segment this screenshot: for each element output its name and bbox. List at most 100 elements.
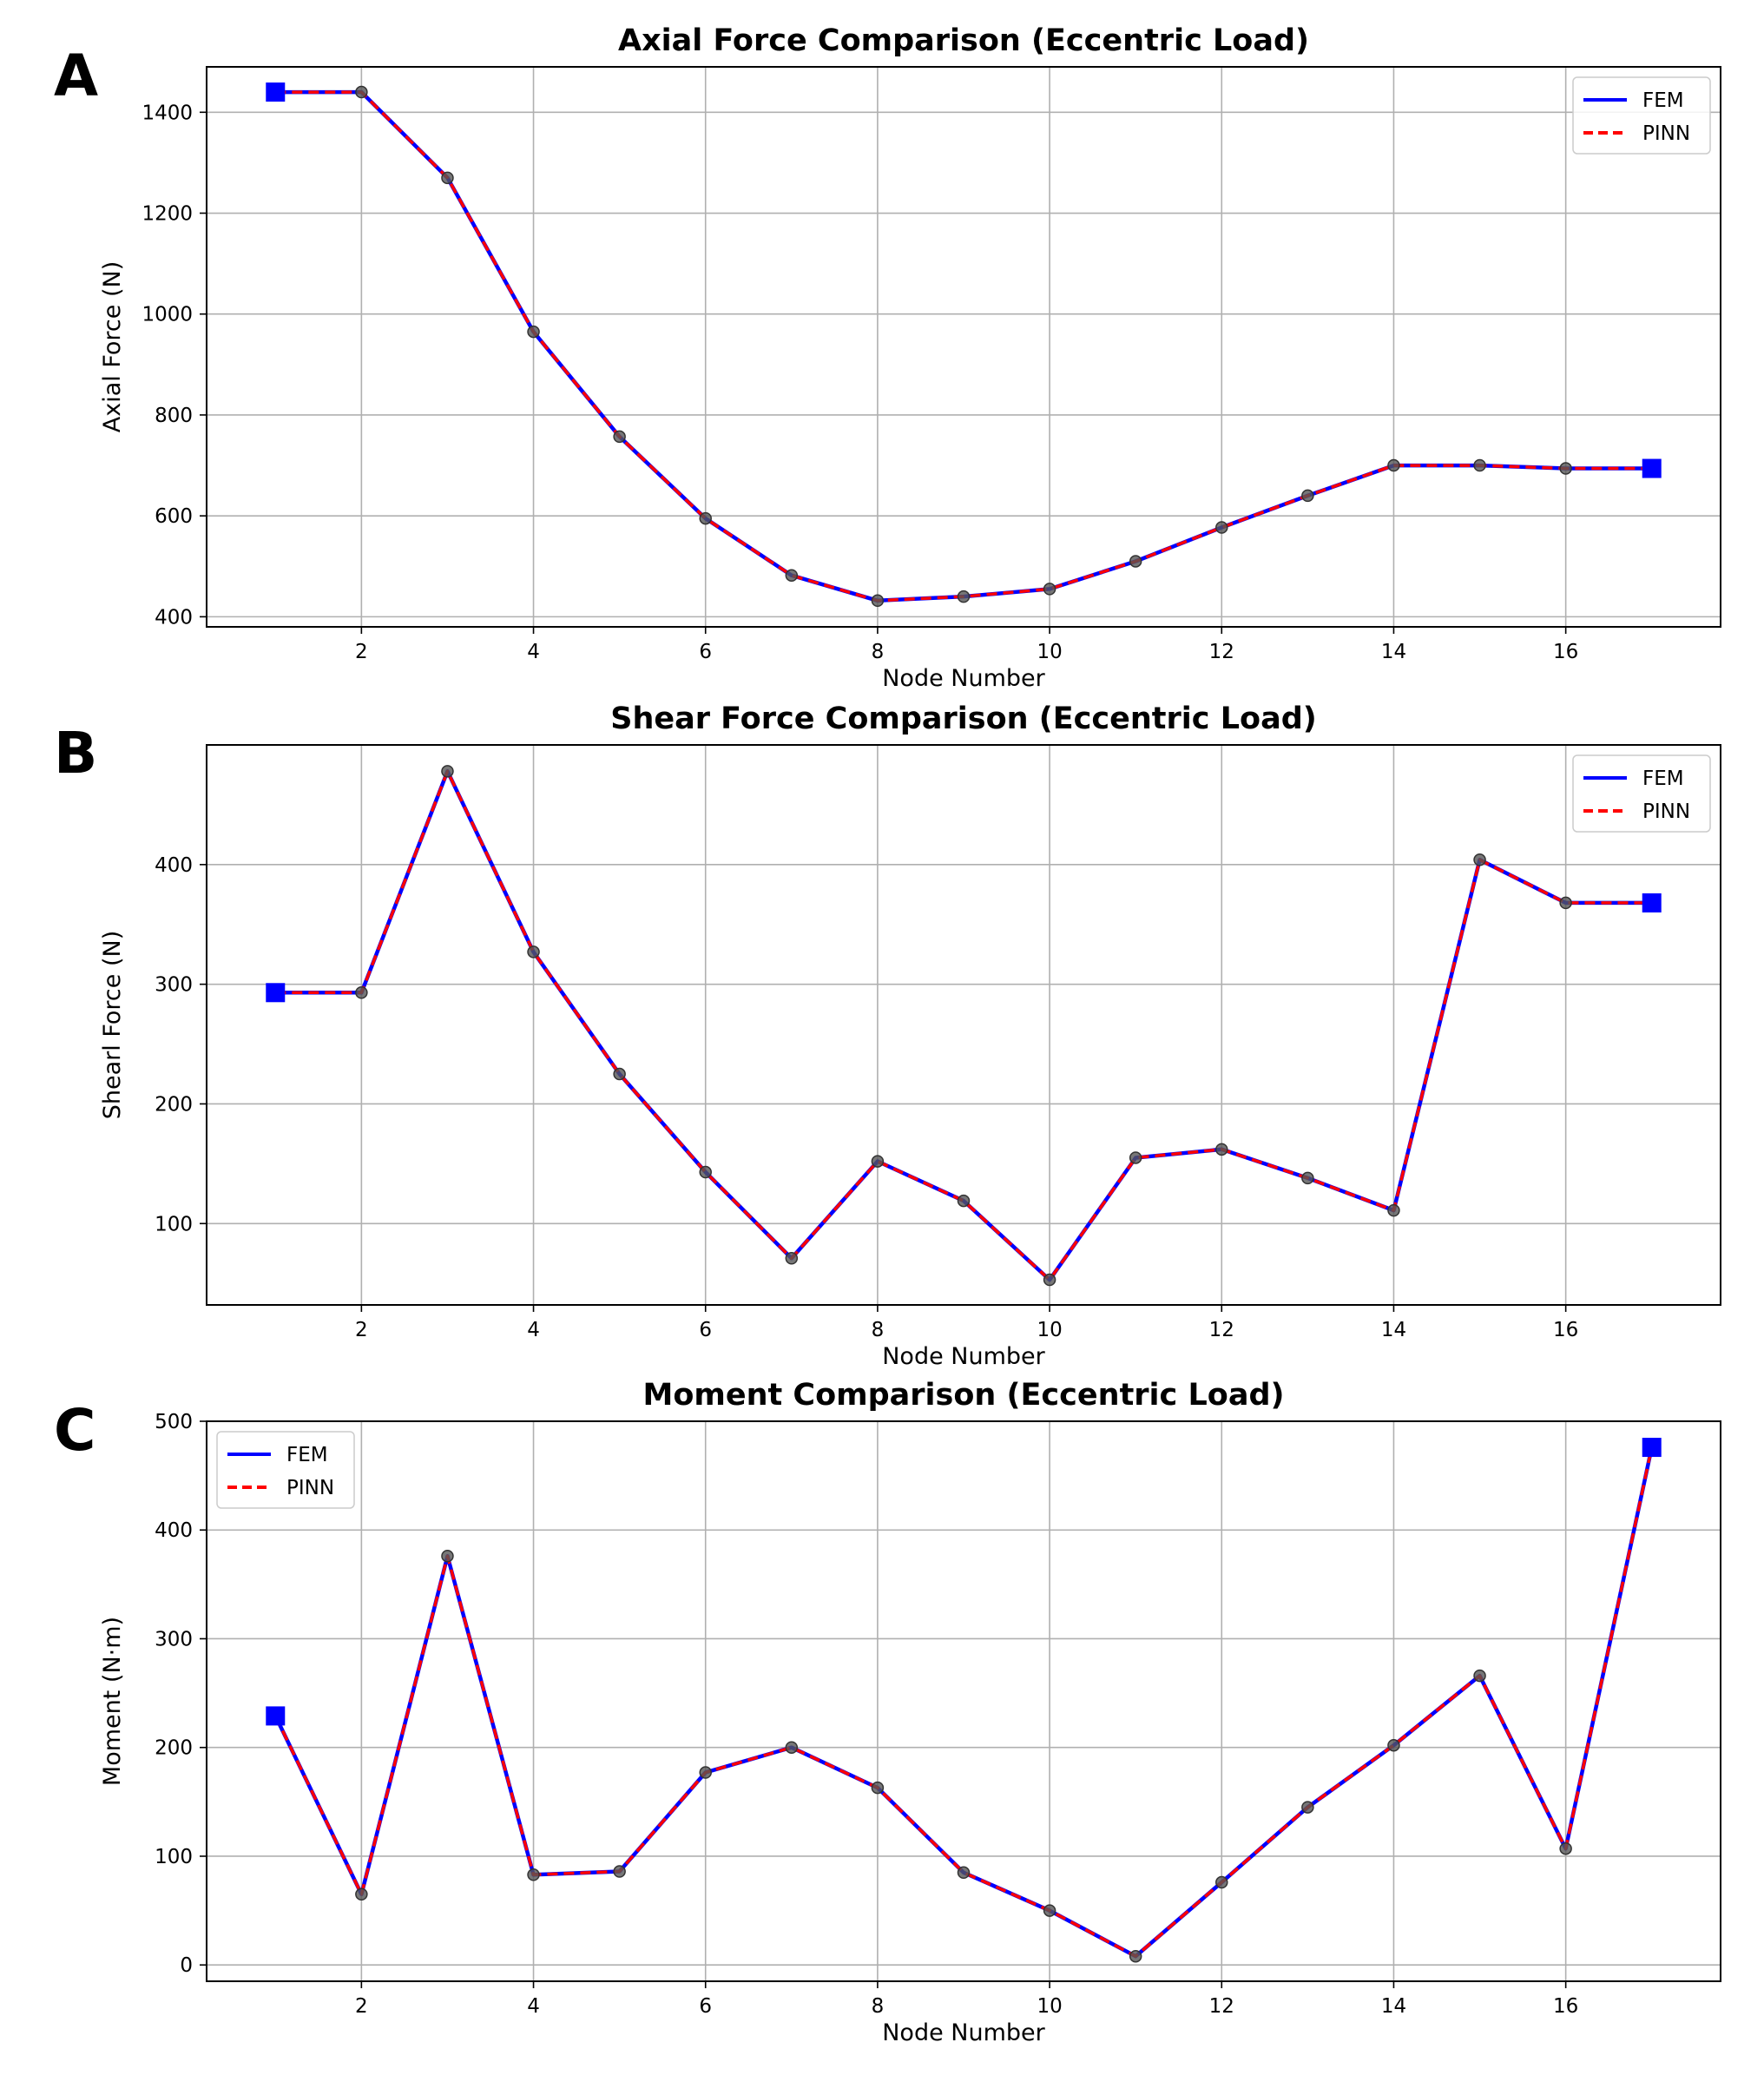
y-tick-label: 400: [155, 854, 193, 877]
endpoint-marker: [266, 983, 286, 1003]
data-point: [699, 1165, 712, 1179]
x-tick-label: 10: [1037, 1319, 1062, 1341]
x-axis-label: Node Number: [882, 1343, 1045, 1370]
y-tick-label: 400: [155, 1519, 193, 1542]
data-point: [1473, 853, 1486, 866]
data-point: [1301, 489, 1314, 503]
data-point: [1473, 1669, 1486, 1683]
series-line-pinn: [275, 769, 1652, 1281]
data-point: [441, 765, 454, 778]
panel-letter: B: [54, 720, 97, 787]
legend-label-fem: FEM: [286, 1444, 328, 1466]
x-tick-label: 12: [1209, 641, 1234, 663]
plot-frame: [206, 744, 1721, 1306]
plot-frame: [206, 66, 1721, 628]
legend: FEM PINN: [1572, 754, 1711, 833]
data-point: [1215, 521, 1228, 534]
x-tick-label: 10: [1037, 641, 1062, 663]
y-tick-label: 200: [155, 1093, 193, 1116]
series-line-pinn: [275, 90, 1652, 603]
data-point: [1559, 896, 1572, 910]
x-axis-label: Node Number: [882, 665, 1045, 692]
x-tick-label: 4: [527, 1995, 540, 2018]
series-line-fem: [275, 89, 1652, 603]
grid: [207, 67, 1721, 627]
data-point: [1301, 1171, 1314, 1185]
data-point: [1215, 1875, 1228, 1889]
x-tick-label: 2: [355, 1319, 368, 1341]
data-point: [785, 1741, 799, 1754]
y-tick-label: 800: [155, 405, 193, 427]
y-axis-label: Shearl Force (N): [99, 931, 126, 1120]
chart-title: Moment Comparison (Eccentric Load): [642, 1378, 1284, 1413]
data-point: [441, 1550, 454, 1563]
plot-frame: [206, 1420, 1721, 1982]
chart-title: Axial Force Comparison (Eccentric Load): [618, 23, 1309, 58]
endpoint-marker: [1642, 458, 1662, 478]
y-axis-label: Axial Force (N): [99, 261, 126, 432]
data-point: [1129, 1949, 1142, 1963]
legend-label-pinn: PINN: [1642, 800, 1690, 823]
endpoint-marker: [266, 82, 286, 102]
y-tick-label: 500: [155, 1411, 193, 1433]
x-tick-label: 16: [1553, 1319, 1578, 1341]
y-tick-label: 400: [155, 606, 193, 629]
x-tick-label: 12: [1209, 1319, 1234, 1341]
endpoint-marker: [1642, 893, 1662, 912]
data-point: [871, 594, 885, 608]
y-tick-label: 300: [155, 974, 193, 997]
y-tick-label: 300: [155, 1628, 193, 1650]
data-point: [1559, 462, 1572, 475]
x-tick-label: 16: [1553, 641, 1578, 663]
data-point: [1043, 583, 1056, 596]
data-point: [699, 1766, 712, 1779]
endpoint-marker: [1642, 1438, 1662, 1458]
x-tick-label: 4: [527, 641, 540, 663]
x-tick-label: 8: [872, 1995, 885, 2018]
x-tick-label: 4: [527, 1319, 540, 1341]
endpoint-marker: [266, 1706, 286, 1726]
y-tick-label: 200: [155, 1737, 193, 1760]
chart-panel-b: B Shear Force Comparison (Eccentric Load)…: [54, 702, 1721, 1370]
x-tick-label: 14: [1381, 641, 1406, 663]
legend: FEM PINN: [216, 1431, 355, 1509]
legend: FEM PINN: [1572, 76, 1711, 155]
series-line-fem: [273, 1446, 1654, 1959]
data-point: [957, 1866, 971, 1880]
y-tick-label: 1200: [142, 203, 193, 226]
chart-panel-c: C Moment Comparison (Eccentric Load) 2 4 6 8 1…: [54, 1378, 1721, 2046]
legend-label-pinn: PINN: [286, 1477, 334, 1499]
chart-title: Shear Force Comparison (Eccentric Load): [610, 702, 1317, 736]
x-tick-label: 2: [355, 641, 368, 663]
data-point: [613, 430, 626, 444]
legend-label-pinn: PINN: [1642, 122, 1690, 145]
panel-letter: A: [54, 43, 98, 109]
data-point: [1473, 458, 1486, 472]
x-tick-label: 6: [699, 641, 712, 663]
series-line-pinn: [273, 1446, 1654, 1958]
x-axis-label: Node Number: [882, 2019, 1045, 2046]
data-point: [957, 590, 971, 603]
x-tick-label: 12: [1209, 1995, 1234, 2018]
panel-letter: C: [54, 1397, 95, 1464]
y-tick-label: 600: [155, 505, 193, 528]
data-point: [1129, 1151, 1142, 1164]
data-point: [527, 325, 540, 339]
data-point: [613, 1067, 626, 1081]
data-point: [1559, 1841, 1572, 1855]
data-point: [1387, 1203, 1400, 1217]
data-point: [527, 945, 540, 959]
data-point: [527, 1868, 540, 1881]
x-tick-label: 6: [699, 1319, 712, 1341]
data-point: [441, 171, 454, 185]
data-point: [1043, 1273, 1056, 1287]
x-tick-label: 8: [872, 641, 885, 663]
data-point: [355, 986, 368, 999]
x-tick-label: 16: [1553, 1995, 1578, 2018]
data-point: [1129, 555, 1142, 568]
legend-label-fem: FEM: [1642, 768, 1684, 790]
grid: [207, 745, 1721, 1305]
x-tick-label: 14: [1381, 1319, 1406, 1341]
x-tick-label: 6: [699, 1995, 712, 2018]
